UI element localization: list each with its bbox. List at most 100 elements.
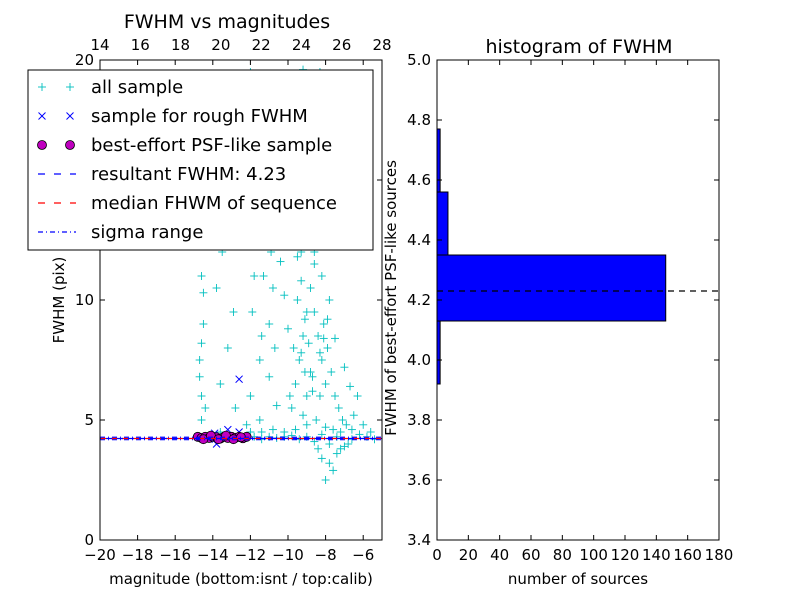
- y-tick-label: 4.6: [407, 171, 431, 189]
- all-sample-point: [255, 356, 264, 364]
- y-tick-label: 0: [84, 531, 94, 549]
- x-tick-label: 0: [432, 546, 442, 564]
- all-sample-point: [295, 356, 304, 364]
- y-tick-label: 3.8: [407, 411, 431, 429]
- all-sample-point: [248, 308, 257, 316]
- legend-label: all sample: [91, 77, 183, 98]
- top-x-tick-label: 28: [372, 36, 391, 54]
- all-sample-point: [323, 315, 332, 324]
- all-sample-point: [212, 284, 221, 292]
- all-sample-point: [331, 392, 339, 400]
- all-sample-point: [265, 372, 274, 381]
- legend-item: all sample: [38, 77, 183, 98]
- all-sample-point: [355, 430, 364, 439]
- legend-item: resultant FWHM: 4.23: [38, 164, 286, 185]
- all-sample-point: [332, 449, 341, 458]
- all-sample-point: [268, 284, 277, 292]
- all-sample-point: [321, 423, 330, 432]
- top-x-tick-label: 16: [131, 36, 150, 54]
- all-sample-point: [317, 272, 326, 280]
- x-tick-label: 160: [673, 546, 702, 564]
- histogram-panel: 0 20 40 60 80 100 120 140 160 180 3.4 3.6 3.8 4.0 4.2…: [382, 36, 733, 588]
- all-sample-point: [321, 380, 330, 388]
- all-sample-point: [216, 380, 225, 388]
- legend-label: median FHWM of sequence: [91, 193, 337, 214]
- y-tick-label: 10: [75, 291, 94, 309]
- top-x-tick-label: 14: [90, 36, 109, 54]
- all-sample-point: [297, 348, 306, 357]
- x-tick-label: −18: [122, 546, 154, 564]
- all-sample-point: [325, 440, 334, 448]
- all-sample-point: [315, 348, 324, 357]
- y-tick-label: 5.0: [407, 51, 431, 69]
- x-tick-label: 40: [490, 546, 509, 564]
- all-sample-point: [325, 459, 334, 468]
- all-sample-point: [302, 308, 311, 316]
- scatter-x-label: magnitude (bottom:isnt / top:calib): [109, 570, 373, 588]
- all-sample-point: [310, 308, 319, 316]
- all-sample-point: [197, 416, 206, 424]
- all-sample-point: [272, 401, 281, 410]
- all-sample-point: [300, 368, 309, 376]
- all-sample-point: [257, 332, 266, 340]
- x-tick-label: −16: [159, 546, 191, 564]
- all-sample-point: [342, 420, 351, 429]
- all-sample-point: [302, 392, 311, 400]
- legend-marker: [65, 140, 75, 150]
- legend-item: best-effort PSF-like sample: [37, 135, 332, 156]
- all-sample-point: [319, 320, 328, 328]
- all-sample-point: [302, 420, 311, 429]
- x-tick-label: 60: [521, 546, 540, 564]
- all-sample-point: [325, 296, 334, 304]
- all-sample-point: [334, 404, 343, 412]
- top-x-tick-label: 22: [252, 36, 271, 54]
- legend-label: sample for rough FWHM: [91, 106, 308, 127]
- all-sample-point: [340, 363, 349, 372]
- all-sample-point: [329, 466, 338, 475]
- y-tick-label: 4.4: [407, 231, 431, 249]
- all-sample-point: [197, 392, 206, 400]
- histogram-title: histogram of FWHM: [485, 36, 672, 58]
- bottom-x-ticks: −20 −18 −16 −14 −12 −10 −8 −6: [84, 60, 374, 564]
- all-sample-point: [315, 392, 324, 400]
- all-sample-point: [289, 344, 298, 352]
- all-sample-point: [242, 420, 251, 429]
- x-tick-label: 180: [705, 546, 734, 564]
- histogram-y-ticks: 3.4 3.6 3.8 4.0 4.2 4.4 4.6 4.8 5.0: [407, 51, 719, 549]
- y-tick-label: 4.2: [407, 291, 431, 309]
- all-sample-point: [257, 428, 266, 436]
- all-sample-point: [317, 430, 326, 439]
- x-tick-label: −6: [352, 546, 374, 564]
- x-tick-label: 100: [579, 546, 608, 564]
- legend-marker: [66, 83, 74, 91]
- all-sample-point: [284, 324, 292, 333]
- all-sample-point: [346, 382, 355, 391]
- x-tick-label: 120: [611, 546, 640, 564]
- all-sample-point: [199, 320, 208, 328]
- x-tick-label: 80: [553, 546, 572, 564]
- y-tick-label: 3.4: [407, 531, 431, 549]
- all-sample-point: [353, 392, 362, 400]
- all-sample-point: [331, 334, 339, 343]
- all-sample-point: [321, 476, 330, 484]
- all-sample-point: [195, 356, 204, 364]
- all-sample-point: [306, 284, 315, 292]
- all-sample-point: [265, 320, 274, 328]
- all-sample-point: [223, 344, 232, 352]
- all-sample-point: [299, 411, 308, 420]
- legend-label: sigma range: [91, 222, 203, 243]
- x-tick-label: −8: [315, 546, 337, 564]
- legend-box: [27, 69, 374, 251]
- all-sample-point: [199, 288, 208, 297]
- histogram-y-label: FWHM of best-effort PSF-like sources: [382, 160, 400, 436]
- all-sample-point: [347, 425, 356, 434]
- top-x-tick-label: 24: [292, 36, 311, 54]
- all-sample-point: [314, 444, 323, 453]
- legend-marker: [38, 83, 46, 91]
- all-sample-point: [280, 291, 289, 300]
- legend-marker: [38, 112, 46, 120]
- legend-item: sample for rough FWHM: [38, 106, 308, 127]
- legend-marker: [37, 140, 47, 150]
- x-tick-label: 20: [459, 546, 478, 564]
- reference-lines: [100, 436, 382, 441]
